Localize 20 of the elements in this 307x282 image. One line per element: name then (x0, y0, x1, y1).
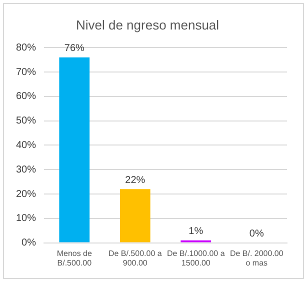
y-tick-label: 70% (16, 66, 36, 78)
x-tick-label: Menos de B/.500.00 (56, 248, 92, 268)
chart-title: Nivel de ngreso mensual (76, 17, 220, 32)
y-tick-label: 40% (16, 140, 36, 151)
bar (120, 189, 150, 242)
y-tick-label: 80% (16, 42, 36, 54)
x-tick-label: De B/.500.00 a 900.00 (108, 248, 162, 268)
y-tick-label: 30% (16, 164, 36, 176)
y-tick-label: 60% (16, 91, 36, 102)
x-tick-label: De B/. 2000.00 o mas (230, 248, 284, 268)
data-label: 76% (64, 43, 85, 54)
y-tick-label: 0% (22, 238, 36, 249)
data-label: 0% (249, 228, 264, 240)
y-tick-label: 10% (16, 213, 36, 224)
y-tick-label: 50% (16, 116, 36, 127)
data-label: 22% (125, 174, 146, 186)
bar (59, 57, 90, 242)
x-tick-label: De B/.1000.00 a 1500.00 (166, 248, 226, 268)
data-label: 1% (188, 226, 204, 238)
y-tick-label: 20% (16, 188, 36, 200)
